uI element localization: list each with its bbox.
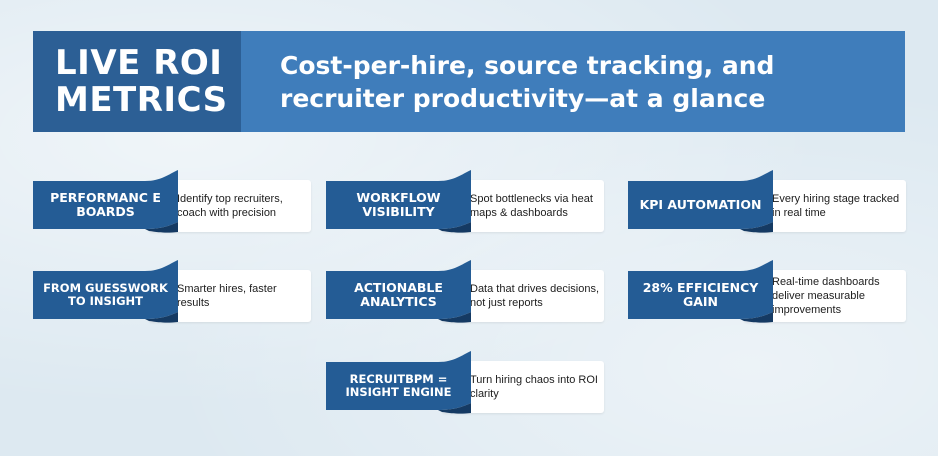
- feature-card-actionable-analytics: Data that drives decisions, not just rep…: [326, 260, 604, 324]
- feature-title: RECRUITBPM = INSIGHT ENGINE: [345, 372, 452, 399]
- feature-description: Turn hiring chaos into ROI clarity: [470, 374, 598, 400]
- feature-description: Every hiring stage tracked in real time: [772, 193, 900, 219]
- feature-title-wrap: KPI AUTOMATION: [628, 181, 773, 229]
- feature-card-from-guesswork-to-insight: Smarter hires, faster results FROM GUESS…: [33, 260, 311, 324]
- feature-title-wrap: WORKFLOW VISIBILITY: [326, 181, 471, 229]
- feature-description: Data that drives decisions, not just rep…: [470, 283, 600, 309]
- feature-title-wrap: PERFORMANC E BOARDS: [33, 181, 178, 229]
- feature-title: WORKFLOW VISIBILITY: [356, 190, 441, 219]
- feature-title: ACTIONABLE ANALYTICS: [354, 280, 443, 309]
- ribbon-tag-shape: [33, 260, 178, 323]
- feature-description: Smarter hires, faster results: [177, 283, 277, 309]
- feature-title: PERFORMANC E BOARDS: [50, 190, 161, 219]
- ribbon-tag-shape: [628, 170, 773, 233]
- ribbon-tag-shape: [326, 170, 471, 233]
- banner-subtitle-line-2: recruiter productivity—at a glance: [280, 83, 766, 113]
- feature-card-kpi-automation: Every hiring stage tracked in real time …: [628, 170, 906, 234]
- feature-description: Spot bottlenecks via heat maps & dashboa…: [470, 193, 593, 219]
- feature-card-performance-boards: Identify top recruiters, coach with prec…: [33, 170, 311, 234]
- banner-subtitle-block: Cost-per-hire, source tracking, and recr…: [241, 31, 905, 132]
- banner-subtitle-line-1: Cost-per-hire, source tracking, and: [280, 50, 775, 80]
- ribbon-tag-shape: [326, 351, 471, 414]
- feature-card-workflow-visibility: Spot bottlenecks via heat maps & dashboa…: [326, 170, 604, 234]
- feature-description: Identify top recruiters, coach with prec…: [177, 193, 283, 219]
- feature-title: KPI AUTOMATION: [639, 197, 762, 212]
- feature-card-insight-engine: Turn hiring chaos into ROI clarity RECRU…: [326, 351, 604, 415]
- feature-title-wrap: ACTIONABLE ANALYTICS: [326, 271, 471, 319]
- ribbon-tag-shape: [33, 170, 178, 233]
- feature-description: Real-time dashboards deliver measurable …: [772, 276, 880, 316]
- feature-title-wrap: 28% EFFICIENCY GAIN: [628, 271, 773, 319]
- ribbon-tag-shape: [628, 260, 773, 323]
- ribbon-tag-shape: [326, 260, 471, 323]
- banner-title-line-2: METRICS: [55, 79, 228, 120]
- feature-title: FROM GUESSWORK TO INSIGHT: [43, 281, 168, 308]
- feature-title: 28% EFFICIENCY GAIN: [642, 280, 759, 309]
- feature-title-wrap: FROM GUESSWORK TO INSIGHT: [33, 271, 178, 319]
- header-banner: LIVE ROI METRICS Cost-per-hire, source t…: [33, 31, 905, 132]
- feature-title-wrap: RECRUITBPM = INSIGHT ENGINE: [326, 362, 471, 410]
- banner-title-block: LIVE ROI METRICS: [33, 31, 241, 132]
- banner-title-line-1: LIVE ROI: [55, 42, 223, 83]
- feature-card-efficiency-gain: Real-time dashboards deliver measurable …: [628, 260, 906, 324]
